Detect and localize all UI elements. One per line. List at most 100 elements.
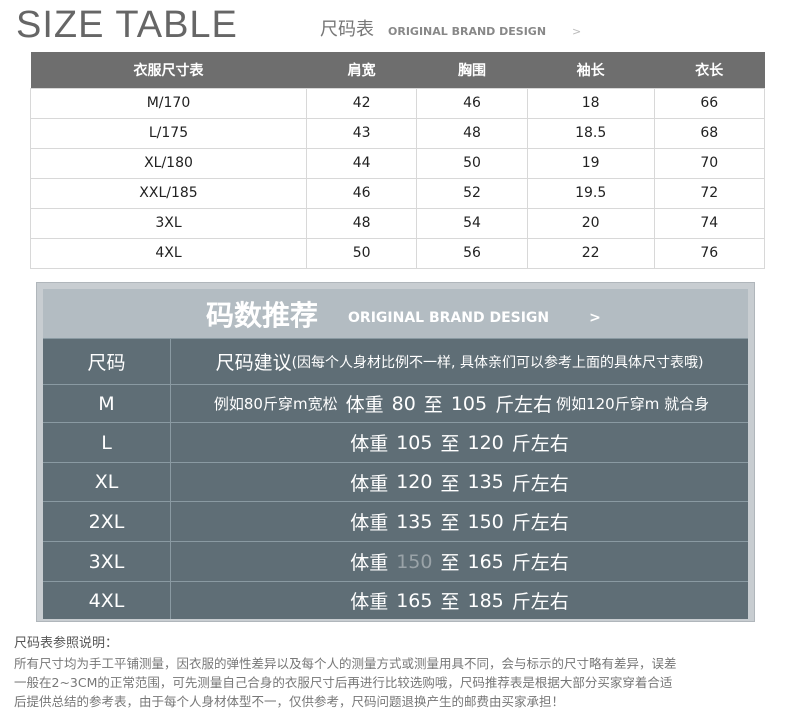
table-row: M/170 42 46 18 66: [30, 87, 766, 119]
weight-unit: 斤左右: [495, 394, 553, 416]
weight-to: 120: [467, 431, 504, 454]
panel-title-bar: 码数推荐 ORIGINAL BRAND DESIGN >: [43, 289, 748, 338]
weight-unit: 斤左右: [511, 433, 569, 455]
table-cell: 46: [305, 177, 418, 209]
size-recommendation-panel: 码数推荐 ORIGINAL BRAND DESIGN > 尺码 尺码建议 (因每个…: [36, 282, 755, 622]
table-row: XL/180 44 50 19 70: [30, 147, 766, 179]
table-cell: 42: [305, 87, 418, 119]
table-cell: 48: [416, 117, 528, 149]
recommend-row: 2XL 体重 135 至 150 斤左右: [43, 501, 748, 541]
advice-note: (因每个人身材比例不一样, 具体亲们可以参考上面的具体尺寸表哦): [291, 354, 704, 371]
recommend-row: XL 体重 120 至 135 斤左右: [43, 462, 748, 501]
weight-from: 150: [396, 550, 433, 573]
notes-line: 所有尺寸均为手工平铺测量，因衣服的弹性差异以及每个人的测量方式或测量用具不同，会…: [14, 656, 677, 671]
size-table-title: SIZE TABLE: [16, 4, 238, 46]
table-cell: 50: [416, 147, 528, 179]
table-cell: 72: [653, 177, 766, 209]
size-label: 2XL: [43, 502, 171, 541]
size-label: L: [43, 423, 171, 462]
column-header: 衣长: [654, 52, 765, 88]
weight-from: 120: [396, 471, 433, 493]
table-cell: 66: [653, 87, 766, 119]
to-word: 至: [440, 512, 460, 534]
weight-range: 例如80斤穿m宽松 体重 80 至 105 斤左右 例如120斤穿m 就合身: [171, 385, 748, 422]
to-word: 至: [440, 552, 460, 574]
advice-header: 尺码建议 (因每个人身材比例不一样, 具体亲们可以参考上面的具体尺寸表哦): [171, 339, 748, 384]
table-cell: XL/180: [30, 147, 307, 179]
weight-range: 体重 120 至 135 斤左右: [171, 463, 748, 501]
panel-subtitle: ORIGINAL BRAND DESIGN: [348, 309, 550, 326]
weight-label: 体重: [350, 552, 389, 574]
size-label: 4XL: [43, 582, 171, 619]
table-row: 4XL 50 56 22 76: [30, 237, 766, 269]
size-label: M: [43, 385, 171, 422]
column-header: 肩宽: [306, 52, 417, 88]
table-cell: 76: [653, 237, 766, 269]
table-cell: 19: [526, 147, 655, 179]
weight-label: 体重: [345, 394, 384, 416]
size-label: 3XL: [43, 542, 171, 581]
to-word: 至: [440, 433, 460, 455]
weight-range: 体重 105 至 120 斤左右: [171, 423, 748, 462]
table-cell: L/175: [30, 117, 307, 149]
table-row: L/175 43 48 18.5 68: [30, 117, 766, 149]
weight-range: 体重 135 至 150 斤左右: [171, 502, 748, 541]
table-cell: 46: [416, 87, 528, 119]
to-word: 至: [423, 394, 443, 416]
recommend-row: L 体重 105 至 120 斤左右: [43, 422, 748, 462]
to-word: 至: [440, 591, 460, 613]
table-cell: 48: [305, 207, 418, 239]
weight-unit: 斤左右: [511, 472, 569, 495]
weight-unit: 斤左右: [511, 512, 569, 534]
weight-unit: 斤左右: [511, 552, 569, 574]
table-cell: 68: [653, 117, 766, 149]
table-cell: 44: [305, 147, 418, 179]
size-header: 尺码: [43, 339, 171, 384]
to-word: 至: [440, 472, 460, 495]
notes-line: 一般在2~3CM的正常范围，可先测量自己合身的衣服尺寸后再进行比较选购哦，尺码推…: [14, 675, 673, 690]
column-header: 胸围: [416, 52, 528, 88]
table-cell: 56: [416, 237, 528, 269]
table-row: XXL/185 46 52 19.5 72: [30, 177, 766, 209]
table-cell: 3XL: [30, 207, 307, 239]
weight-to: 165: [467, 550, 504, 573]
table-cell: 20: [526, 207, 655, 239]
weight-to: 135: [467, 471, 504, 493]
fit-example: 例如120斤穿m 就合身: [556, 395, 710, 413]
recommend-row: 4XL 体重 165 至 185 斤左右: [43, 581, 748, 619]
chevron-right-icon: >: [589, 309, 601, 326]
subtitle: 尺码表 ORIGINAL BRAND DESIGN >: [320, 15, 581, 41]
table-cell: 43: [305, 117, 418, 149]
size-table: 衣服尺寸表 肩宽 胸围 袖长 衣长 M/170 42 46 18 66 L/175 43 48 18.5…: [30, 52, 766, 269]
table-cell: 18: [526, 87, 655, 119]
chevron-right-icon: >: [572, 25, 582, 38]
weight-label: 体重: [350, 472, 389, 495]
subtitle-cn: 尺码表: [320, 19, 374, 40]
table-cell: 52: [416, 177, 528, 209]
weight-from: 135: [396, 510, 433, 533]
weight-unit: 斤左右: [511, 591, 569, 613]
notes-line: 后提供总结的参考表，由于每个人身材体型不一，仅供参考，尺码问题退换产生的邮费由买…: [14, 694, 565, 709]
table-cell: 50: [305, 237, 418, 269]
table-cell: 54: [416, 207, 528, 239]
table-cell: 70: [653, 147, 766, 179]
subtitle-en: ORIGINAL BRAND DESIGN: [388, 25, 547, 38]
notes-heading: 尺码表参照说明：: [14, 636, 119, 651]
weight-from: 105: [396, 431, 433, 454]
table-cell: M/170: [30, 87, 307, 119]
table-cell: 19.5: [526, 177, 655, 209]
fit-example: 例如80斤穿m宽松: [213, 395, 338, 413]
table-cell: 4XL: [30, 237, 307, 269]
weight-from: 165: [396, 589, 433, 612]
size-label: XL: [43, 463, 171, 501]
advice-label: 尺码建议: [215, 352, 292, 374]
panel-title: 码数推荐: [206, 298, 319, 332]
weight-from: 80: [391, 392, 416, 415]
table-cell: 18.5: [526, 117, 655, 149]
weight-label: 体重: [350, 433, 389, 455]
weight-to: 150: [467, 510, 504, 533]
column-header: 衣服尺寸表: [30, 52, 307, 88]
recommend-row: M 例如80斤穿m宽松 体重 80 至 105 斤左右 例如120斤穿m 就合身: [43, 384, 748, 422]
recommend-row: 3XL 体重 150 至 165 斤左右: [43, 541, 748, 581]
panel-header-row: 尺码 尺码建议 (因每个人身材比例不一样, 具体亲们可以参考上面的具体尺寸表哦): [43, 338, 748, 384]
